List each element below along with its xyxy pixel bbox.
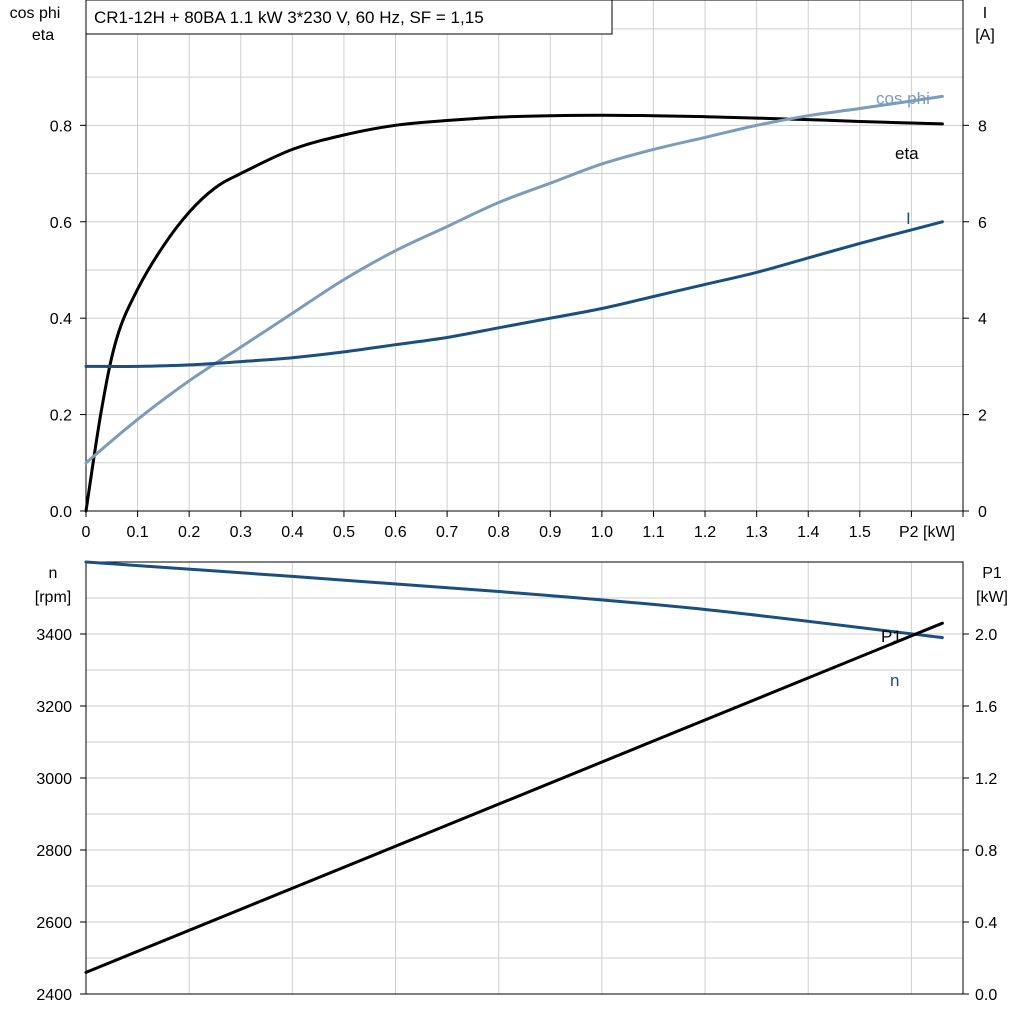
series-line-eta bbox=[84, 113, 944, 513]
y-right-tick-label: 2 bbox=[978, 408, 987, 425]
y-left-tick-label: 0.2 bbox=[50, 408, 72, 425]
y-left-tick-label: 0.6 bbox=[50, 215, 72, 232]
series-line-cos-phi bbox=[84, 94, 944, 465]
y-right-tick-label: 0 bbox=[978, 504, 987, 521]
top-right-axis-label-line2: [A] bbox=[975, 27, 995, 44]
bottom-right-axis-label-line1: P1 bbox=[982, 565, 1002, 582]
series-line-p1 bbox=[84, 621, 944, 974]
bottom-y-right-tick-label: 0.8 bbox=[975, 843, 997, 860]
x-tick-label: 1.3 bbox=[746, 524, 768, 541]
top-left-axis-label-line2: eta bbox=[32, 27, 54, 44]
x-tick-label: 1.5 bbox=[849, 524, 871, 541]
series-line-n bbox=[84, 560, 944, 640]
bottom-y-left-tick-label: 3000 bbox=[36, 771, 72, 788]
x-tick-label: 1.0 bbox=[591, 524, 613, 541]
tick-labels: 0 0.1 0.2 0.3 0.4 0.5 0.6 0.7 0.8 0.9 1.0 1.1 1.2 1.3… bbox=[36, 118, 997, 1004]
x-axis-label: P2 [kW] bbox=[899, 524, 955, 541]
bottom-y-left-tick-label: 2800 bbox=[36, 843, 72, 860]
bottom-y-right-tick-label: 0.0 bbox=[975, 987, 997, 1004]
bottom-y-right-tick-label: 1.6 bbox=[975, 699, 997, 716]
top-right-axis-label-line1: I bbox=[983, 5, 987, 22]
x-tick-label: 1.1 bbox=[642, 524, 664, 541]
bottom-left-axis-label-line2: [rpm] bbox=[35, 589, 71, 606]
x-tick-label: 0.7 bbox=[436, 524, 458, 541]
x-tick-label: 0 bbox=[82, 524, 91, 541]
bottom-y-left-tick-label: 3400 bbox=[36, 627, 72, 644]
x-tick-label: 0.8 bbox=[488, 524, 510, 541]
y-left-tick-label: 0.4 bbox=[50, 311, 72, 328]
x-tick-label: 0.1 bbox=[126, 524, 148, 541]
y-right-tick-label: 6 bbox=[978, 215, 987, 232]
series-label-cos-phi: cos phi bbox=[876, 89, 930, 108]
bottom-y-left-tick-label: 3200 bbox=[36, 699, 72, 716]
x-tick-label: 0.2 bbox=[178, 524, 200, 541]
bottom-left-axis-label-line1: n bbox=[49, 565, 58, 582]
x-tick-label: 0.6 bbox=[384, 524, 406, 541]
bottom-right-axis-label-line2: [kW] bbox=[976, 589, 1008, 606]
y-right-tick-label: 4 bbox=[978, 311, 987, 328]
bottom-y-right-tick-label: 2.0 bbox=[975, 627, 997, 644]
top-plot-frame bbox=[85, 0, 964, 512]
top-left-axis-label-line1: cos phi bbox=[10, 5, 61, 22]
series-line-i bbox=[84, 220, 944, 368]
y-left-tick-label: 0.0 bbox=[50, 504, 72, 521]
x-tick-label: 1.2 bbox=[694, 524, 716, 541]
series-label-current: I bbox=[906, 209, 911, 228]
series-label-n: n bbox=[890, 671, 899, 690]
series-label-p1: P1 bbox=[881, 627, 902, 646]
x-tick-label: 1.4 bbox=[797, 524, 819, 541]
bottom-y-right-tick-label: 1.2 bbox=[975, 771, 997, 788]
x-tick-label: 0.3 bbox=[230, 524, 252, 541]
top-chart-series bbox=[84, 94, 944, 513]
chart-title: CR1-12H + 80BA 1.1 kW 3*230 V, 60 Hz, SF… bbox=[94, 8, 484, 27]
top-chart-grid bbox=[86, 0, 964, 511]
x-tick-label: 0.5 bbox=[333, 524, 355, 541]
chart-title-box bbox=[85, 0, 613, 35]
bottom-chart-series bbox=[84, 560, 944, 974]
bottom-y-left-tick-label: 2600 bbox=[36, 915, 72, 932]
bottom-y-right-tick-label: 0.4 bbox=[975, 915, 997, 932]
x-tick-label: 0.9 bbox=[539, 524, 561, 541]
series-label-eta: eta bbox=[895, 144, 919, 163]
y-right-tick-label: 8 bbox=[978, 118, 987, 135]
y-left-tick-label: 0.8 bbox=[50, 118, 72, 135]
bottom-y-left-tick-label: 2400 bbox=[36, 987, 72, 1004]
x-tick-label: 0.4 bbox=[281, 524, 303, 541]
bottom-chart-grid bbox=[86, 562, 963, 994]
